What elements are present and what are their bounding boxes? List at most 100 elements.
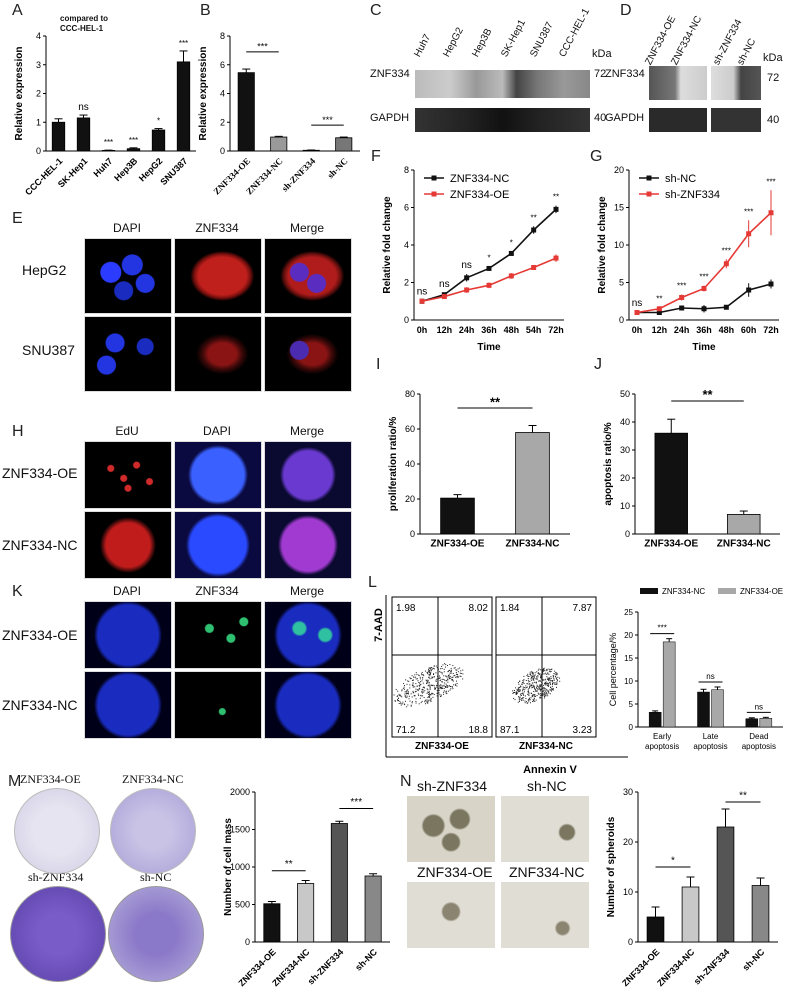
flow-event [517,691,519,693]
flow-event [434,688,436,690]
flow-event [440,694,442,696]
flow-event [397,695,399,697]
flow-event [535,688,537,690]
flow-event [548,678,550,680]
chart-j-apoptosis: 0 10 20 30 40 50 apoptosis ratio/% ZNF334-OE ZNF… [603,387,780,549]
significance-f: * [510,239,513,248]
x-tick-72h: 72h [548,325,564,335]
flow-event [536,684,538,686]
flow-event [399,700,401,702]
flow-event [445,683,447,685]
flow-event [431,676,433,678]
x-tick-24h: 24h [674,325,690,335]
significance-f: ns [439,279,450,290]
flow-event [534,695,536,697]
flow-event [532,682,534,684]
flow-event [515,692,517,694]
flow-event [541,676,543,678]
flow-event [401,689,403,691]
flow-event [542,668,544,670]
flow-event [522,680,524,682]
flow-event [436,667,438,669]
flow-event [435,687,437,689]
flow-event [434,687,436,689]
flow-event [547,678,549,680]
flow-event [452,665,454,667]
flow-event [415,698,417,700]
flow-event [540,678,542,680]
significance-i: ** [490,394,501,409]
bar-ccc-hel-1 [51,121,66,152]
flow-event [540,693,542,695]
flow-event [413,695,415,697]
flow-event [446,675,448,677]
flow-event [402,703,404,705]
dish-nc [110,788,196,874]
flow-event [544,695,546,697]
flow-event [519,689,521,691]
flow-event [429,684,431,686]
flow-event [430,699,432,701]
data-point-sh-nc [656,310,662,315]
flow-event [435,679,437,681]
micrograph-k-oe-merge [264,601,352,669]
flow-event [405,695,407,697]
significance-m1: ** [285,859,293,870]
flow-event [427,702,429,704]
flow-event [404,700,406,702]
legend-marker-sh-nc [646,175,652,181]
flow-event [406,689,408,691]
flow-event [438,677,440,679]
flow-event [428,670,430,672]
flow-event [409,687,411,689]
flow-event [438,688,440,690]
flow-event [544,683,546,685]
flow-event [437,682,439,684]
flow-event [535,690,537,692]
flow-event [445,690,447,692]
x-label-znf334-nc: ZNF334-NC [506,538,560,549]
flow-event [442,681,444,683]
flow-event [435,680,437,682]
flow-event [519,680,521,682]
significance-n2: ** [739,791,747,802]
flow-event [396,699,398,701]
bar-sk-hep1 [76,117,91,152]
flow-event [545,688,547,690]
flow-event [530,678,532,680]
flow-event [513,689,515,691]
flow-event [406,683,408,685]
flow-event [521,681,523,683]
e-col-merge: Merge [289,221,324,235]
significance-f: ns [461,260,472,271]
flow-event [457,671,459,673]
flow-event [397,700,399,702]
chart-f-ytick-label: 4 [404,240,409,250]
sphere-label-shnc: sh-NC [527,778,567,794]
flow-event [529,687,531,689]
flow-event [432,692,434,694]
flow-event [455,676,457,678]
flow-event [456,673,458,675]
flow-event [517,682,519,684]
significance-a: ns [78,102,89,113]
flow-event [531,679,533,681]
spheroid-images-n: sh-ZNF334 sh-NC ZNF334-OE ZNF334-NC [405,778,595,968]
flow-event [408,695,410,697]
micrograph-e-hepg2-dapi [84,238,172,314]
flow-event [402,701,404,703]
flow-event [447,685,449,687]
k-col-znf334: ZNF334 [195,584,239,598]
flow-event [457,668,459,670]
sphere-image-nc [501,882,589,948]
x-label-sh-znf334: sh-ZNF334 [280,156,318,194]
flow-event [427,696,429,698]
chart-g-ylabel: Relative fold change [597,196,608,294]
flow-event [525,679,527,681]
flow-event [405,679,407,681]
flow-event [411,675,413,677]
flow-event [423,687,425,689]
flow-event [443,691,445,693]
flow-event [397,690,399,692]
flow-event [417,693,419,695]
